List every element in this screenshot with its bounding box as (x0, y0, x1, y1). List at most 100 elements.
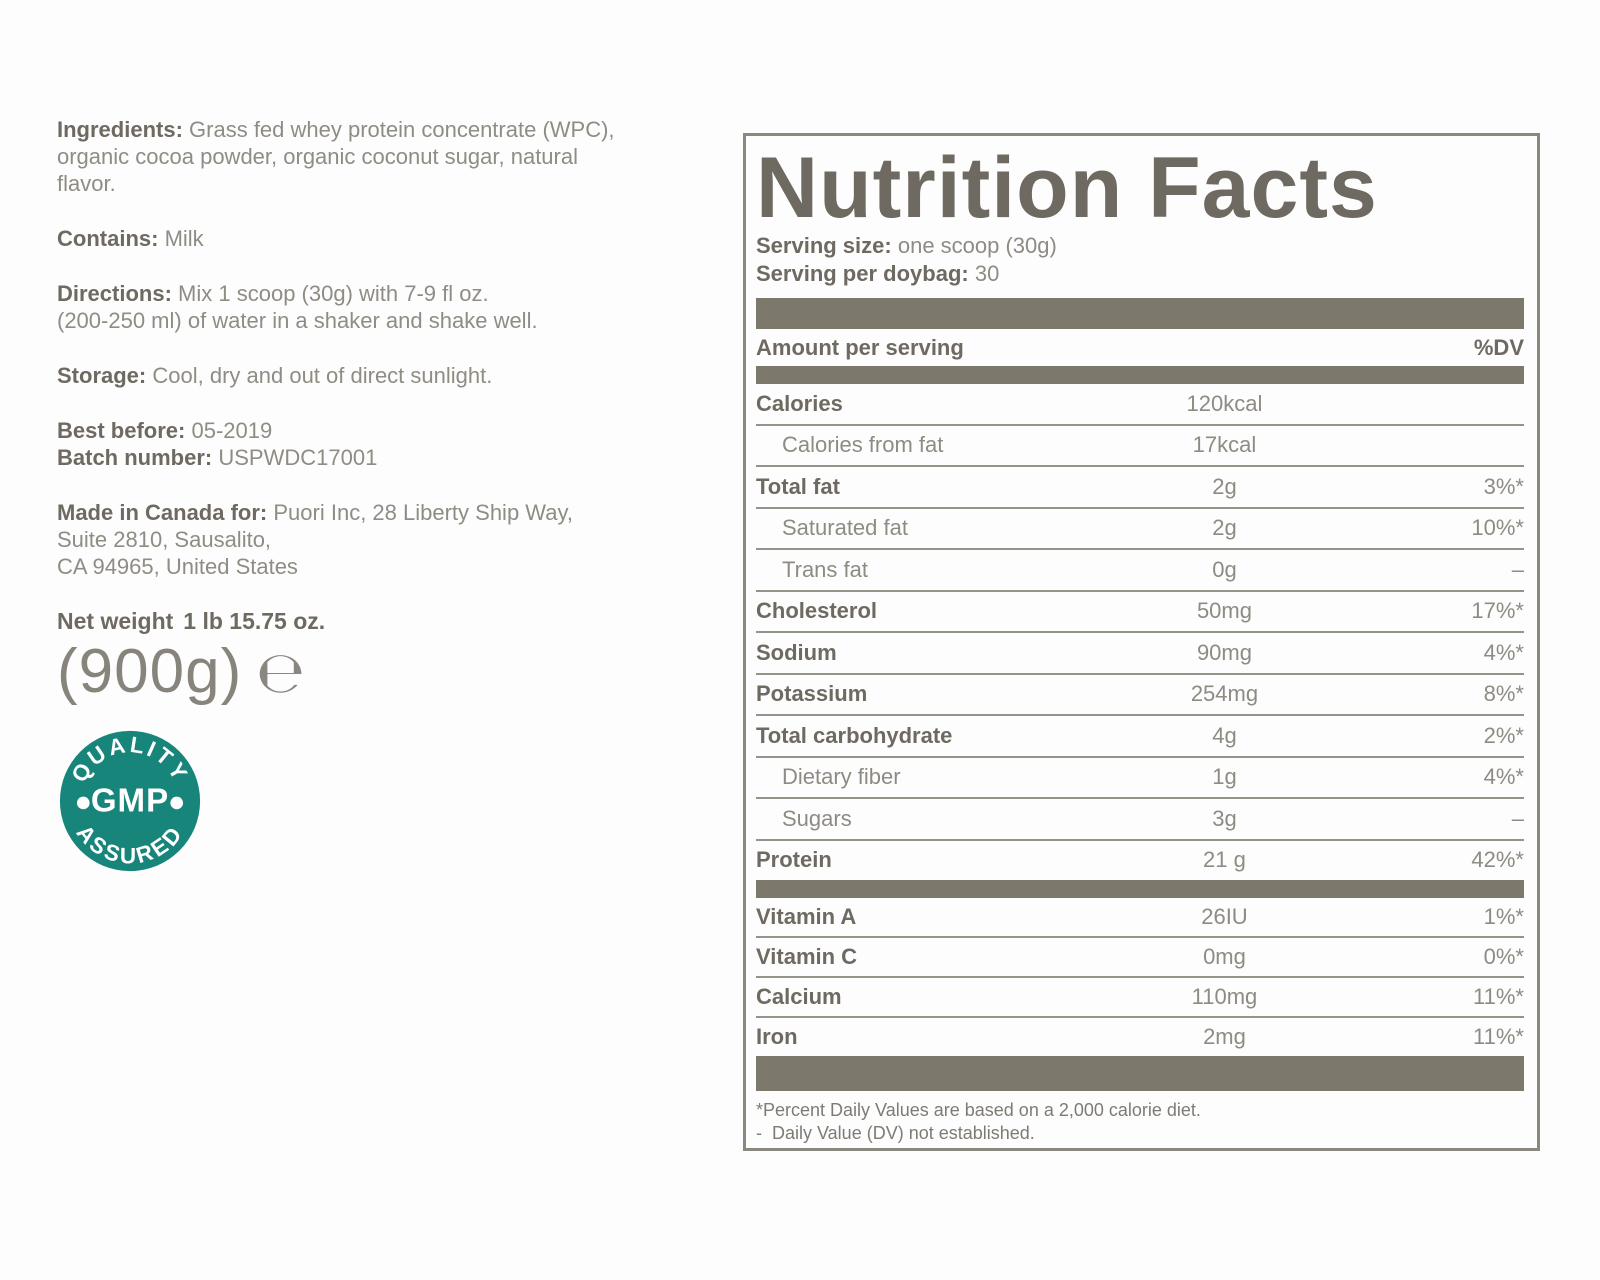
nutrient-label: Saturated fat (782, 515, 908, 541)
batch-number-label: Batch number: (57, 445, 213, 470)
directions-label: Directions: (57, 281, 172, 306)
nutrient-amount: 26IU (1201, 904, 1248, 929)
nutrient-dv: 0%* (1483, 944, 1524, 969)
nutrient-dv: 11%* (1473, 1024, 1524, 1049)
product-info-panel: Ingredients: Grass fed whey protein conc… (57, 116, 671, 880)
badge-center-text: GMP (91, 783, 169, 820)
nutrient-rows: Calories 120kcal Calories from fat 17kca… (756, 384, 1524, 880)
nutrient-row: Iron 2mg 11%* (756, 1016, 1524, 1056)
nutrient-amount: 90mg (1196, 639, 1252, 665)
estimated-sign: ℮ (256, 640, 306, 706)
nutrition-facts-title: Nutrition Facts (756, 140, 1378, 236)
badge-dot-left (76, 796, 90, 810)
footnote-dv: *Percent Daily Values are based on a 2,0… (756, 1100, 1201, 1120)
nutrient-row: Trans fat 0g – (756, 548, 1524, 590)
nutrient-row: Sugars 3g – (756, 797, 1524, 839)
nutrient-row: Total carbohydrate 4g 2%* (756, 714, 1524, 756)
servings-per-label: Serving per doybag: (756, 261, 969, 286)
ingredients-text: Grass fed whey protein concentrate (WPC)… (57, 117, 615, 196)
ingredients-paragraph: Ingredients: Grass fed whey protein conc… (57, 116, 671, 197)
contains-text: Milk (164, 226, 204, 251)
contains-paragraph: Contains: Milk (57, 225, 671, 252)
nutrient-label: Sugars (782, 805, 852, 831)
nutrient-row: Calories from fat 17kcal (756, 423, 1524, 466)
best-before-label: Best before: (57, 418, 186, 443)
nutrient-amount: 2mg (1203, 1024, 1246, 1049)
directions-paragraph: Directions: Mix 1 scoop (30g) with 7-9 f… (57, 280, 671, 334)
separator-bar-header (756, 366, 1524, 384)
footnotes: *Percent Daily Values are based on a 2,0… (756, 1099, 1524, 1145)
storage-text: Cool, dry and out of direct sunlight. (152, 363, 493, 388)
footnote-dash: - Daily Value (DV) not established. (756, 1123, 1035, 1143)
nutrient-label: Total fat (756, 473, 840, 499)
nutrient-row: Cholesterol 50mg 17%* (756, 589, 1524, 632)
nutrient-label: Calories (756, 390, 843, 416)
made-in-block: Made in Canada for: Puori Inc, 28 Libert… (57, 499, 671, 580)
badge-circle (59, 730, 201, 872)
nutrient-label: Total carbohydrate (756, 722, 953, 748)
nutrient-label: Vitamin A (756, 904, 857, 929)
nutrient-label: Vitamin C (756, 944, 858, 969)
nutrient-label: Sodium (756, 639, 837, 665)
nutrient-amount: 0g (1212, 556, 1237, 582)
nutrient-dv: 4%* (1483, 639, 1524, 665)
nutrient-label: Calories from fat (782, 432, 944, 458)
nutrient-label: Iron (756, 1024, 798, 1049)
made-in-address: Puori Inc, 28 Liberty Ship Way, Suite 28… (57, 500, 573, 579)
storage-label: Storage: (57, 363, 147, 388)
nutrient-row: Total fat 2g 3%* (756, 465, 1524, 507)
nutrient-dv: 42%* (1471, 847, 1524, 873)
nutrient-amount: 1g (1212, 764, 1237, 790)
dv-header: %DV (1473, 334, 1524, 360)
nutrient-dv: 11%* (1473, 984, 1524, 1009)
nutrient-amount: 3g (1212, 805, 1237, 831)
separator-bar-top (756, 298, 1524, 329)
nutrient-row: Dietary fiber 1g 4%* (756, 755, 1524, 798)
nutrient-amount: 110mg (1191, 984, 1258, 1009)
nutrient-dv: 2%* (1483, 722, 1524, 748)
gmp-badge: QUALITY ASSURED GMP (57, 728, 671, 880)
batch-number-value: USPWDC17001 (218, 445, 378, 470)
gmp-badge-svg: QUALITY ASSURED GMP (59, 730, 201, 872)
nutrient-dv: 8%* (1483, 681, 1524, 707)
nutrient-label: Potassium (756, 681, 868, 707)
nutrient-dv: 17%* (1471, 598, 1524, 624)
serving-size-label: Serving size: (756, 233, 892, 258)
servings-per-line: Serving per doybag: 30 (756, 260, 1524, 288)
amount-header-row: Amount per serving %DV (756, 329, 1524, 366)
storage-paragraph: Storage: Cool, dry and out of direct sun… (57, 362, 671, 389)
nutrient-dv: 1%* (1483, 904, 1524, 929)
separator-bar-protein (756, 880, 1524, 898)
nutrient-amount: 50mg (1196, 598, 1252, 624)
nutrient-label: Trans fat (782, 556, 868, 582)
nutrient-row: Calories 120kcal (756, 384, 1524, 424)
nutrient-row: Vitamin C 0mg 0%* (756, 936, 1524, 976)
made-in-label: Made in Canada for: (57, 500, 268, 525)
directions-text: Mix 1 scoop (30g) with 7-9 fl oz. (200-2… (57, 281, 538, 333)
nutrient-label: Protein (756, 847, 832, 873)
ingredients-label: Ingredients: (57, 117, 183, 142)
nutrient-label: Calcium (756, 984, 842, 1009)
nutrient-amount: 254mg (1190, 681, 1259, 707)
serving-size-value: one scoop (30g) (897, 233, 1057, 258)
nutrient-amount: 4g (1212, 722, 1237, 748)
nutrient-dv: – (1511, 805, 1524, 831)
nutrient-label: Dietary fiber (782, 764, 901, 790)
vitamin-rows: Vitamin A 26IU 1%* Vitamin C 0mg 0%* Cal… (756, 898, 1524, 1056)
nutrient-dv: 10%* (1471, 515, 1524, 541)
nutrient-label: Cholesterol (756, 598, 878, 624)
nutrition-facts-panel: Nutrition Facts Serving size: one scoop … (743, 133, 1540, 1151)
nutrient-amount: 2g (1212, 515, 1237, 541)
amount-per-serving-header: Amount per serving (756, 334, 964, 360)
badge-dot-right (170, 796, 184, 810)
nutrient-row: Saturated fat 2g 10%* (756, 506, 1524, 549)
net-weight-label: Net weight (57, 608, 174, 634)
best-before-value: 05-2019 (191, 418, 273, 443)
batch-block: Best before: 05-2019 Batch number: USPWDC… (57, 417, 671, 471)
nutrient-dv: 3%* (1483, 473, 1524, 499)
nutrient-dv: – (1511, 556, 1524, 582)
contains-label: Contains: (57, 226, 159, 251)
nutrient-row: Potassium 254mg 8%* (756, 672, 1524, 715)
net-weight-grams: (900g) ℮ (57, 637, 306, 707)
